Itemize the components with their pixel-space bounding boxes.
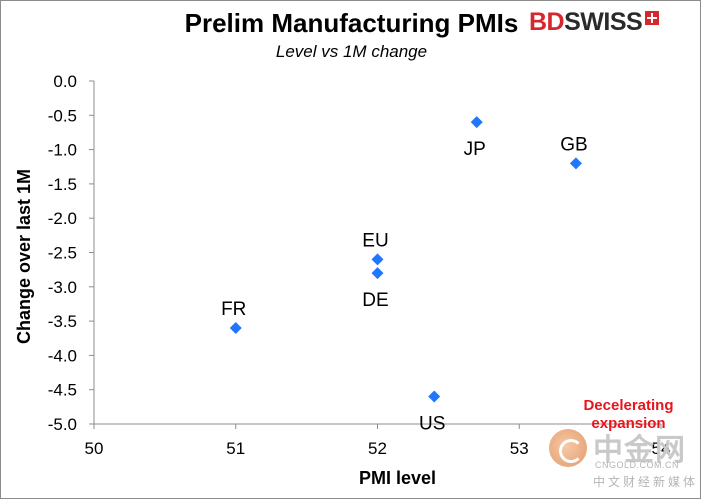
y-tick-label: -3.5: [48, 312, 77, 331]
x-tick-label: 54: [652, 439, 671, 458]
data-label-eu: EU: [362, 230, 388, 251]
annotation-note: Decelerating expansion: [583, 397, 674, 432]
y-tick-label: -2.5: [48, 244, 77, 263]
watermark-url: CNGOLD.COM.CN: [595, 460, 680, 470]
brand-part2: SWISS: [564, 7, 643, 36]
data-point-de: [371, 267, 384, 280]
watermark-tagline: 中文财经新媒体: [593, 475, 699, 489]
x-axis-title: PMI level: [359, 468, 436, 488]
brand-part1: BD: [529, 7, 565, 36]
data-label-de: DE: [362, 290, 388, 311]
y-axis-title: Change over last 1M: [14, 169, 34, 344]
swiss-cross-icon: [645, 11, 660, 25]
data-point-us: [428, 390, 441, 403]
watermark-logo-icon: [549, 429, 587, 467]
x-tick-label: 52: [368, 439, 387, 458]
data-label-gb: GB: [560, 134, 587, 155]
data-point-jp: [470, 116, 483, 129]
x-tick-label: 50: [85, 439, 104, 458]
chart-title: Prelim Manufacturing PMIs: [184, 8, 519, 38]
y-tick-label: -3.0: [48, 278, 77, 297]
data-label-fr: FR: [221, 299, 246, 320]
watermark-main: 中金网: [593, 433, 686, 468]
chart-subtitle: Level vs 1M change: [275, 42, 428, 61]
data-point-fr: [229, 321, 242, 334]
y-tick-label: -2.0: [48, 209, 77, 228]
data-point-gb: [569, 157, 582, 170]
data-label-us: US: [419, 414, 445, 435]
y-tick-label: -4.0: [48, 346, 77, 365]
y-tick-label: 0.0: [53, 72, 77, 91]
y-tick-label: -0.5: [48, 106, 77, 125]
y-tick-label: -1.5: [48, 175, 77, 194]
y-tick-label: -5.0: [48, 415, 77, 434]
y-tick-label: -4.5: [48, 381, 77, 400]
data-label-jp: JP: [464, 139, 486, 160]
data-point-eu: [371, 253, 384, 266]
brand-logo: BD SWISS: [529, 7, 660, 36]
x-tick-label: 53: [510, 439, 529, 458]
x-tick-label: 51: [226, 439, 245, 458]
y-tick-label: -1.0: [48, 141, 77, 160]
